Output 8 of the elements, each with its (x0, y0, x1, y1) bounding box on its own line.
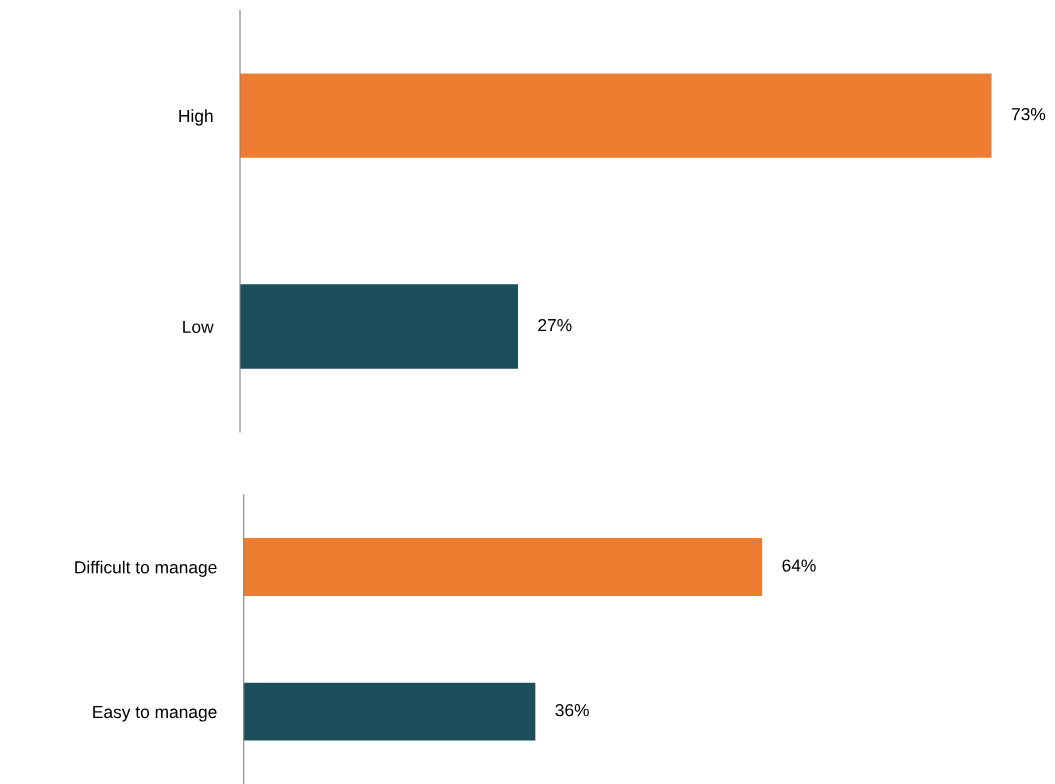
data-label: 27% (538, 318, 572, 332)
y-tick-label: Easy to manage (93, 706, 217, 722)
data-label: 64% (782, 559, 816, 572)
y-tick-label: Low (183, 320, 214, 333)
data-label: 73% (1011, 108, 1046, 121)
data-label: 36% (555, 704, 589, 717)
y-tick-label: High (179, 109, 213, 126)
y-tick-label: Difficult to manage (75, 560, 217, 577)
